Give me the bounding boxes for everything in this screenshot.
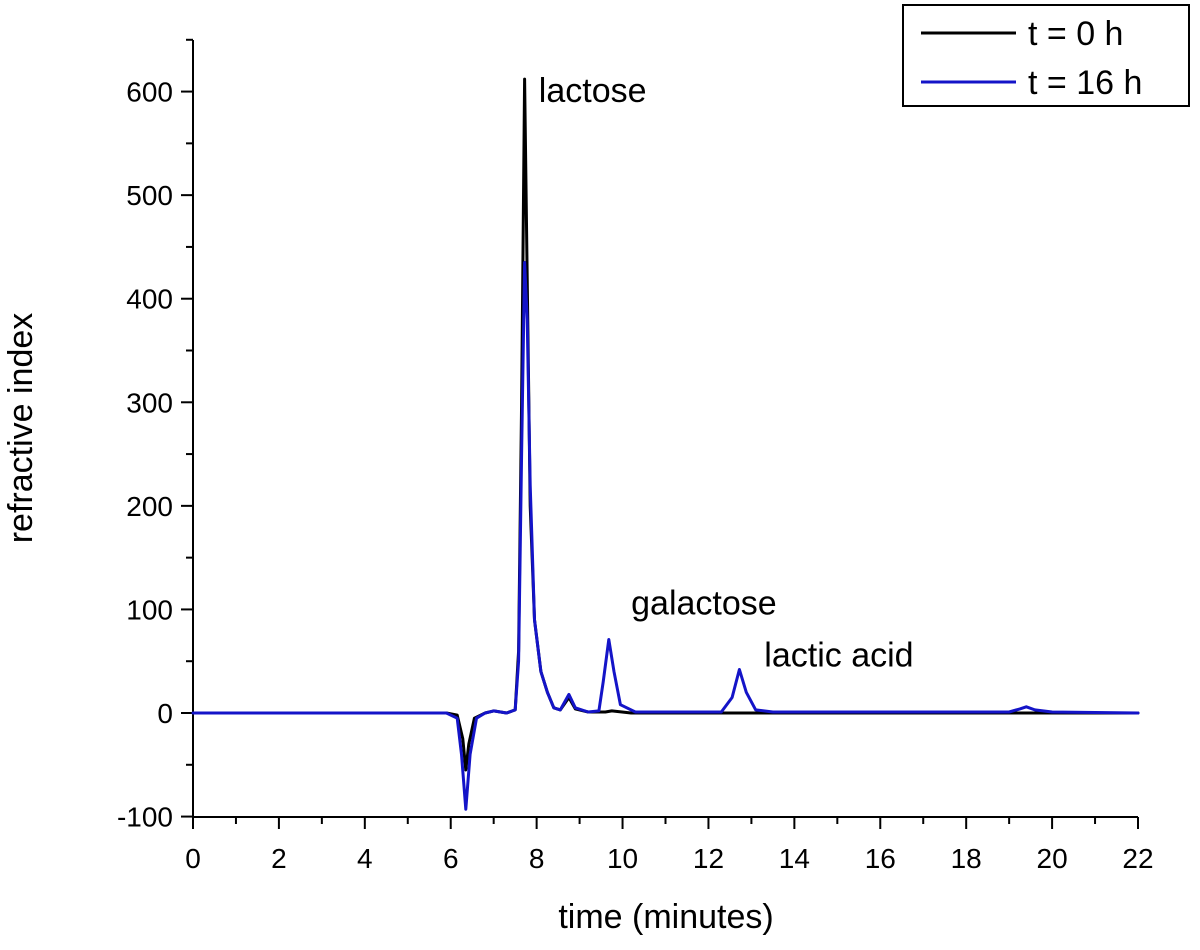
x-tick-label: 2 [271,843,287,874]
peak-label: lactic acid [764,636,913,674]
x-tick-label: 12 [693,843,724,874]
series-line-t0h [191,77,1140,772]
y-tick-label: 500 [126,180,173,211]
x-tick-label: 20 [1037,843,1068,874]
y-tick-label: 400 [126,284,173,315]
x-tick-label: 16 [865,843,896,874]
peak-label: galactose [631,585,777,623]
x-tick-label: 6 [443,843,459,874]
x-tick-label: 22 [1122,843,1153,874]
y-tick-label: 100 [126,594,173,625]
x-tick-label: 14 [779,843,810,874]
legend-box [902,4,1190,107]
y-tick-label: 600 [126,77,173,108]
x-tick-label: 0 [185,843,201,874]
series-line-t16h [191,261,1140,811]
y-tick-label: 0 [157,698,173,729]
annotations: lactose galactose lactic acid [539,72,914,674]
x-tick-label: 4 [357,843,373,874]
y-tick-label: 200 [126,491,173,522]
legend-label: t = 16 h [1028,64,1142,102]
plot-area [191,77,1140,811]
legend: t = 0 h t = 16 h [902,4,1190,107]
y-tick-label: -100 [117,802,173,833]
y-axis-title: refractive index [2,313,40,544]
y-tick-label: 300 [126,387,173,418]
x-tick-label: 18 [951,843,982,874]
legend-label: t = 0 h [1028,15,1123,53]
x-axis-title: time (minutes) [558,898,773,936]
x-tick-label: 10 [607,843,638,874]
peak-label: lactose [539,72,647,110]
axes: 0 2 4 6 8 10 12 14 16 18 20 22 -100 0 100 200 300 400 500 6… [117,38,1154,874]
x-tick-label: 8 [529,843,545,874]
